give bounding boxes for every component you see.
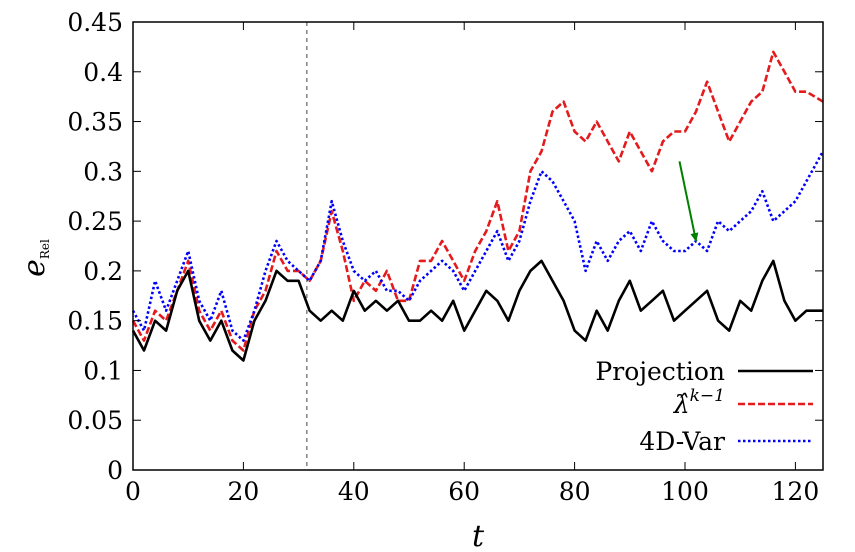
x-tick-label: 100 <box>661 477 709 506</box>
legend-label-1: λ̂k−1 <box>673 386 725 419</box>
x-tick-label: 40 <box>338 477 370 506</box>
y-tick-label: 0.45 <box>67 8 123 37</box>
x-tick-label: 120 <box>772 477 820 506</box>
ticks: 0 20 40 60 80 100 120 0 0.05 0.1 0.15 0.2 0.25 0.3 0.3… <box>67 8 823 506</box>
x-axis-label: t <box>472 519 485 552</box>
plot-lines <box>131 22 825 470</box>
series-line-0 <box>131 259 823 362</box>
legend-label-2: 4D-Var <box>639 427 725 456</box>
y-tick-label: 0.05 <box>67 406 123 435</box>
y-tick-label: 0.1 <box>83 356 123 385</box>
svg-text:eRel: eRel <box>17 239 52 277</box>
x-tick-label: 60 <box>448 477 480 506</box>
annotation-arrow <box>678 161 699 243</box>
y-tick-label: 0.15 <box>67 307 123 336</box>
series-line-1 <box>131 50 824 352</box>
y-tick-label: 0.25 <box>67 207 123 236</box>
x-tick-label: 80 <box>559 477 591 506</box>
y-axis-label-sub: Rel <box>38 239 52 259</box>
x-tick-label: 0 <box>125 477 141 506</box>
y-tick-label: 0 <box>107 456 123 485</box>
y-axis-label-main: e <box>17 259 52 277</box>
x-tick-label: 20 <box>227 477 259 506</box>
y-tick-label: 0.2 <box>83 257 123 286</box>
series-line-2 <box>131 150 825 342</box>
legend-label-0: Projection <box>595 357 725 386</box>
y-tick-label: 0.35 <box>67 108 123 137</box>
plot-frame <box>132 21 824 471</box>
y-tick-label: 0.3 <box>83 157 123 186</box>
y-axis-label: eRel <box>17 239 52 277</box>
y-tick-label: 0.4 <box>83 58 123 87</box>
